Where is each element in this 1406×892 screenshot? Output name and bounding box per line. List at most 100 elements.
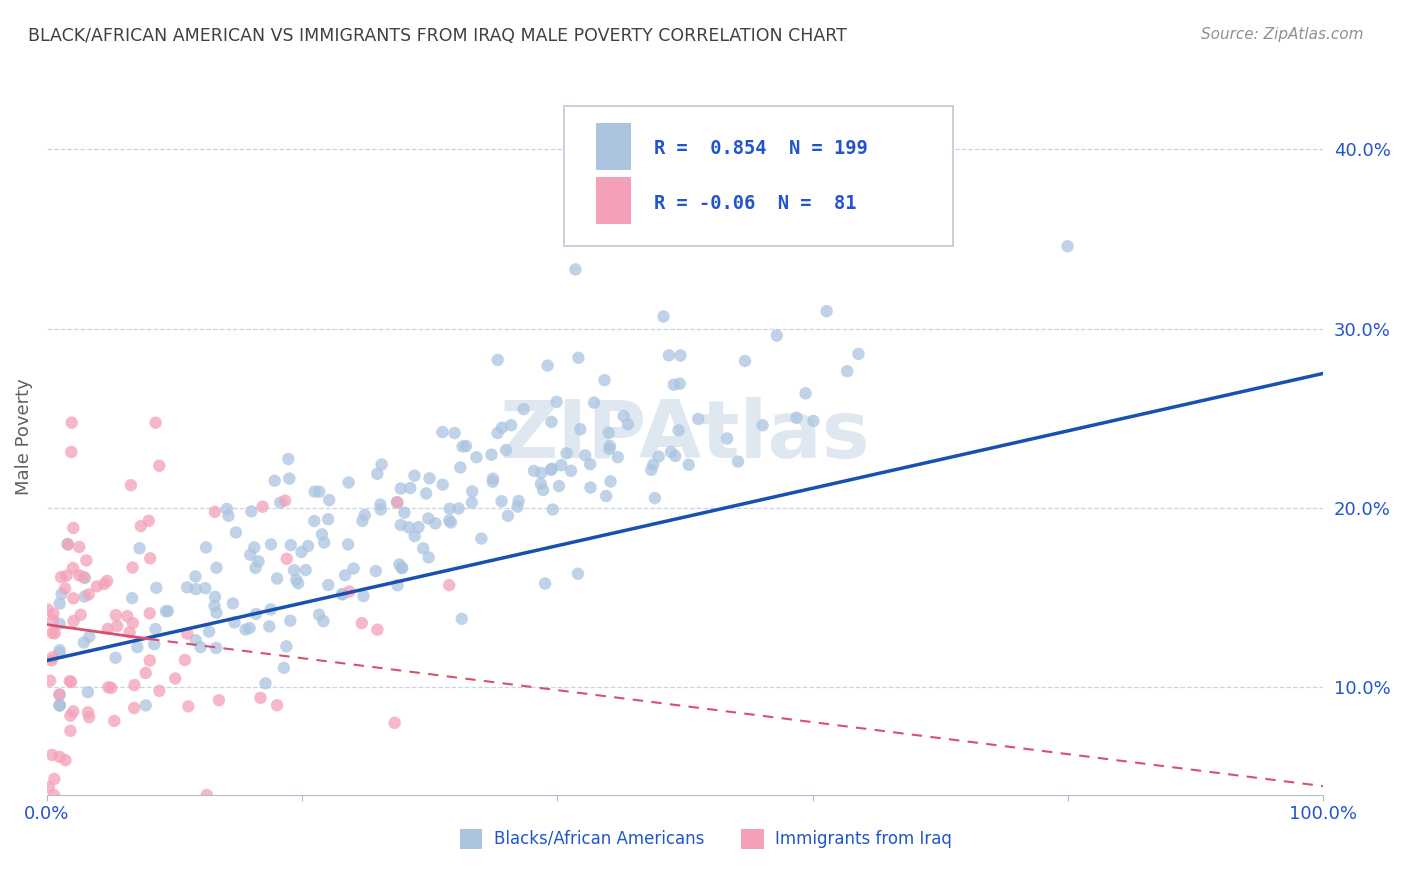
Point [560, 464, 582, 478]
Point [62, 591, 84, 606]
Point [491, 494, 513, 508]
Point [385, 495, 408, 509]
Point [269, 495, 291, 509]
Point [794, 386, 817, 401]
Point [156, 604, 179, 618]
Point [364, 564, 387, 578]
Point [394, 506, 416, 520]
Point [235, 623, 257, 637]
Point [465, 450, 488, 465]
Point [56, 537, 79, 551]
Point [550, 458, 572, 473]
Point [668, 376, 690, 391]
Point [121, 560, 143, 574]
Point [678, 458, 700, 472]
Point [67, 540, 90, 554]
Point [252, 500, 274, 514]
Point [44, 626, 66, 640]
Point [523, 464, 546, 478]
Point [239, 548, 262, 562]
Point [86, 579, 108, 593]
Point [259, 619, 281, 633]
Point [546, 395, 568, 409]
Point [62, 705, 84, 719]
Point [541, 502, 564, 516]
Point [243, 541, 266, 555]
Point [48, 688, 70, 702]
Point [67, 568, 90, 582]
Point [148, 683, 170, 698]
Point [579, 457, 602, 471]
Point [48, 616, 70, 631]
Point [39, 673, 62, 688]
Point [815, 304, 838, 318]
Point [135, 698, 157, 713]
Point [60, 445, 83, 459]
Point [399, 481, 422, 495]
Point [73, 571, 96, 585]
Point [801, 414, 824, 428]
Point [59, 723, 82, 738]
Point [316, 512, 339, 526]
Point [217, 508, 239, 523]
Point [176, 626, 198, 640]
Point [276, 551, 298, 566]
Point [644, 491, 666, 505]
Point [412, 541, 434, 556]
Point [353, 508, 375, 522]
Point [419, 471, 441, 485]
Point [42, 613, 65, 627]
Point [254, 676, 277, 690]
Point [42, 607, 65, 621]
Point [277, 452, 299, 467]
Point [404, 529, 426, 543]
Point [97, 622, 120, 636]
Point [370, 502, 392, 516]
Point [290, 545, 312, 559]
Point [751, 418, 773, 433]
Point [439, 513, 461, 527]
Point [62, 561, 84, 575]
Point [280, 538, 302, 552]
Point [337, 475, 360, 490]
Point [127, 640, 149, 654]
Point [425, 516, 447, 531]
Point [62, 614, 84, 628]
Point [583, 395, 606, 409]
Point [370, 458, 392, 472]
Point [688, 412, 710, 426]
Point [440, 516, 463, 530]
Point [73, 590, 96, 604]
Point [73, 635, 96, 649]
Point [205, 606, 228, 620]
Point [316, 578, 339, 592]
Point [195, 788, 218, 802]
Point [1056, 239, 1078, 253]
Point [240, 504, 263, 518]
Point [727, 454, 749, 468]
Point [135, 665, 157, 680]
Point [508, 494, 530, 508]
Point [266, 698, 288, 713]
Point [60, 416, 83, 430]
Point [204, 505, 226, 519]
Point [643, 458, 665, 472]
Point [145, 416, 167, 430]
Point [121, 616, 143, 631]
Point [184, 582, 207, 596]
Point [118, 625, 141, 640]
Point [41, 653, 63, 667]
Point [49, 570, 72, 584]
Point [204, 590, 226, 604]
Point [195, 541, 218, 555]
Point [41, 747, 63, 762]
Text: Blacks/African Americans: Blacks/African Americans [494, 830, 704, 847]
Point [387, 578, 409, 592]
Point [669, 349, 692, 363]
Point [276, 640, 298, 654]
Point [121, 591, 143, 605]
Point [398, 520, 420, 534]
Point [613, 409, 636, 423]
Point [501, 418, 523, 433]
Point [391, 560, 413, 574]
